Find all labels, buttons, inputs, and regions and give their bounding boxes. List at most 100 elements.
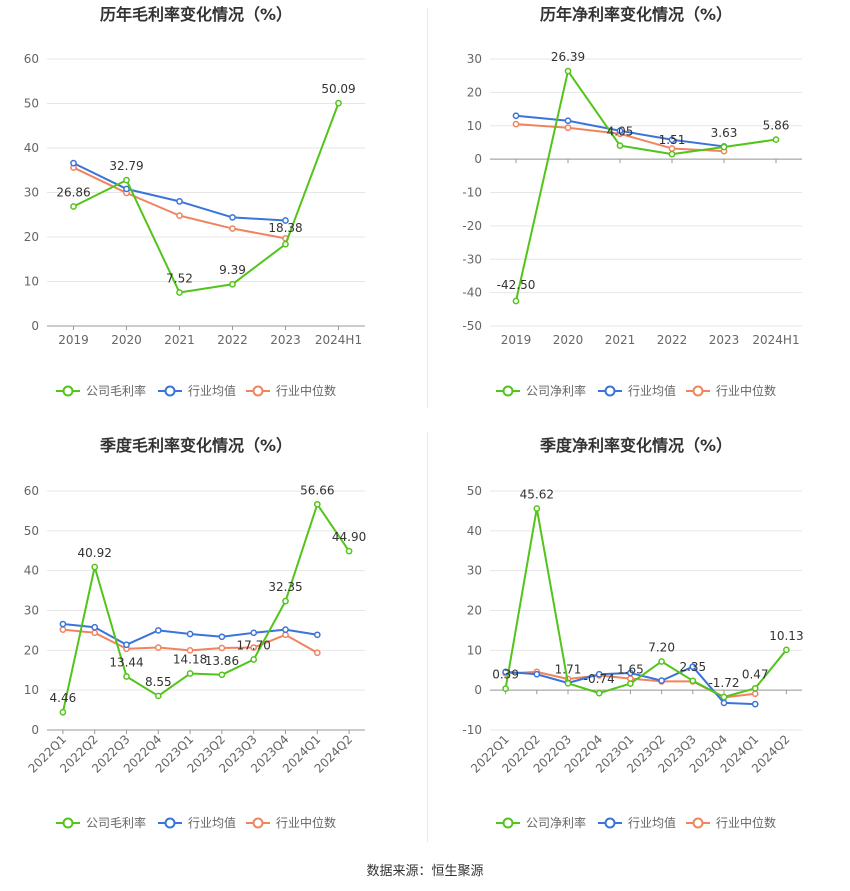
legend-marker xyxy=(62,385,74,397)
y-tick-label: 60 xyxy=(24,484,39,498)
y-tick-label: 60 xyxy=(24,52,39,66)
data-point xyxy=(250,656,258,663)
series-line xyxy=(73,102,340,294)
annual-gross-margin-svg: 历年毛利率变化情况（%） 0 10 20 30 40 50 60 2019 2020 2021 202… xyxy=(24,5,365,398)
data-point xyxy=(59,626,67,633)
y-tick-label: -40 xyxy=(462,286,482,300)
data-point xyxy=(564,67,572,75)
data-point xyxy=(720,693,728,701)
legend-marker xyxy=(692,817,704,829)
data-label: 10.13 xyxy=(769,629,803,643)
data-point xyxy=(313,631,321,639)
data-label: 5.86 xyxy=(763,119,790,133)
legend-marker xyxy=(502,817,514,829)
data-point xyxy=(751,684,759,692)
series-line xyxy=(515,70,777,302)
data-point xyxy=(282,626,289,633)
data-point xyxy=(70,203,77,210)
series-line xyxy=(73,162,286,222)
data-label: 18.38 xyxy=(268,221,302,235)
legend-label: 行业中位数 xyxy=(716,815,776,830)
data-label: 1.51 xyxy=(659,133,686,147)
data-point xyxy=(658,658,665,665)
series-line xyxy=(61,503,350,713)
legend-marker xyxy=(164,385,176,397)
y-tick-label: 10 xyxy=(467,643,482,657)
data-point xyxy=(658,677,665,684)
chart-title: 季度毛利率变化情况（%） xyxy=(99,436,292,455)
legend-marker xyxy=(252,817,264,829)
data-point xyxy=(123,176,130,184)
y-tick-label: 20 xyxy=(24,230,39,244)
data-label: 1.71 xyxy=(555,662,582,676)
y-tick-label: 0 xyxy=(474,683,482,697)
legend-marker xyxy=(164,817,176,829)
data-point xyxy=(668,136,676,144)
data-label: 50.09 xyxy=(321,82,355,96)
data-point xyxy=(91,629,99,637)
data-point xyxy=(218,671,226,679)
data-label: 0.39 xyxy=(492,668,519,682)
y-tick-label: 30 xyxy=(24,186,39,200)
data-label: 26.39 xyxy=(551,50,585,64)
chart-plot-group: 季度毛利率变化情况（%）01020304050602022Q12022Q2202… xyxy=(24,436,367,830)
data-point xyxy=(313,649,321,657)
data-label: 17.70 xyxy=(237,638,271,652)
data-point xyxy=(720,699,728,707)
x-tick-label: 2020 xyxy=(111,333,142,347)
y-tick-label: 0 xyxy=(31,319,39,333)
y-tick-label: 30 xyxy=(24,604,39,618)
legend-marker xyxy=(604,385,616,397)
x-tick-label: 2022 xyxy=(217,333,248,347)
y-tick-label: 10 xyxy=(24,683,39,697)
data-label: 4.46 xyxy=(50,691,77,705)
x-tick-label: 2023 xyxy=(270,333,301,347)
y-tick-label: -20 xyxy=(462,219,482,233)
data-label: 26.86 xyxy=(56,185,90,199)
data-label: 56.66 xyxy=(300,483,334,497)
x-tick-label: 2024H1 xyxy=(315,333,362,347)
y-tick-label: 40 xyxy=(24,141,39,155)
data-point xyxy=(502,685,509,692)
data-label: 0.47 xyxy=(742,667,769,681)
data-label: -1.72 xyxy=(708,676,739,690)
data-point xyxy=(91,563,99,571)
data-point xyxy=(720,143,728,151)
data-point xyxy=(313,500,321,508)
data-label: -42.50 xyxy=(497,278,536,292)
data-point xyxy=(627,669,634,677)
data-point xyxy=(783,646,790,654)
x-tick-label: 2023 xyxy=(709,333,740,347)
data-point xyxy=(533,505,541,512)
y-tick-label: 0 xyxy=(31,723,39,737)
data-point xyxy=(282,240,289,248)
data-point xyxy=(250,629,258,637)
chart-title: 季度净利率变化情况（%） xyxy=(539,436,732,455)
data-point xyxy=(229,280,236,288)
y-tick-label: -10 xyxy=(462,186,482,200)
data-point xyxy=(668,150,676,158)
data-point xyxy=(186,630,194,638)
data-label: 45.62 xyxy=(520,487,554,501)
data-source-note: 数据来源：恒生聚源 xyxy=(366,864,484,879)
x-tick-label: 2024H1 xyxy=(752,333,799,347)
legend-label: 行业均值 xyxy=(188,815,236,830)
data-point xyxy=(335,99,342,107)
legend-marker xyxy=(502,385,514,397)
data-point xyxy=(123,673,130,680)
data-label: 44.90 xyxy=(332,530,366,544)
y-tick-label: 50 xyxy=(467,484,482,498)
chart-plot-group: 季度净利率变化情况（%）-10010203040502022Q12022Q220… xyxy=(462,436,803,830)
data-label: 32.35 xyxy=(268,580,302,594)
y-tick-label: -30 xyxy=(462,252,482,266)
y-tick-label: 10 xyxy=(467,119,482,133)
data-point xyxy=(59,708,67,716)
legend-marker xyxy=(62,817,74,829)
data-label: 9.39 xyxy=(219,263,246,277)
quarterly-net-margin-chart: 季度净利率变化情况（%） -10 0 10 20 30 40 50 2022Q1 2022Q2 20… xyxy=(425,430,850,860)
legend-marker xyxy=(252,385,264,397)
legend-label: 公司毛利率 xyxy=(86,383,146,398)
x-tick-label: 2019 xyxy=(501,333,532,347)
quarterly-net-margin-svg: 季度净利率变化情况（%）-10010203040502022Q12022Q220… xyxy=(462,436,803,830)
y-tick-label: 0 xyxy=(474,152,482,166)
